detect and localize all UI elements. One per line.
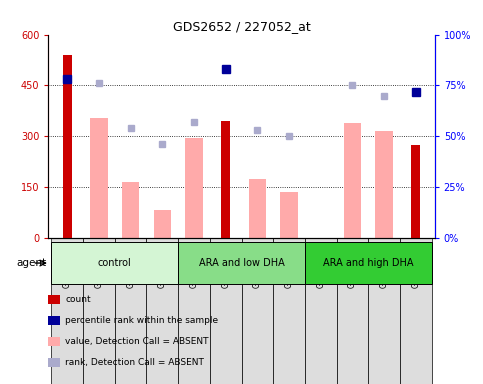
Bar: [62, 55, 72, 238]
Text: ARA and low DHA: ARA and low DHA: [199, 258, 284, 268]
Text: GSM149884: GSM149884: [348, 242, 357, 288]
Bar: [221, 121, 230, 238]
Text: GSM149883: GSM149883: [316, 242, 325, 288]
FancyBboxPatch shape: [273, 238, 305, 384]
FancyBboxPatch shape: [210, 238, 242, 384]
Bar: [249, 179, 266, 238]
Text: agent: agent: [16, 258, 47, 268]
Text: rank, Detection Call = ABSENT: rank, Detection Call = ABSENT: [65, 358, 204, 367]
FancyBboxPatch shape: [368, 238, 400, 384]
FancyBboxPatch shape: [242, 238, 273, 384]
Text: GSM149881: GSM149881: [253, 242, 262, 288]
Text: ARA and high DHA: ARA and high DHA: [323, 258, 413, 268]
FancyBboxPatch shape: [305, 242, 431, 284]
FancyBboxPatch shape: [178, 238, 210, 384]
Bar: [154, 210, 171, 238]
Bar: [411, 145, 421, 238]
Text: GSM149885: GSM149885: [380, 242, 388, 288]
Text: GSM149877: GSM149877: [126, 242, 135, 288]
Bar: [122, 182, 140, 238]
Text: GSM149879: GSM149879: [189, 242, 199, 288]
Text: count: count: [65, 295, 91, 304]
FancyBboxPatch shape: [115, 238, 146, 384]
Text: percentile rank within the sample: percentile rank within the sample: [65, 316, 218, 325]
Text: GSM149882: GSM149882: [284, 242, 294, 288]
Text: GSM149875: GSM149875: [63, 242, 72, 288]
FancyBboxPatch shape: [52, 238, 83, 384]
Bar: [185, 138, 203, 238]
FancyBboxPatch shape: [305, 238, 337, 384]
Text: GSM149886: GSM149886: [411, 242, 420, 288]
Text: GSM149876: GSM149876: [95, 242, 103, 288]
FancyBboxPatch shape: [337, 238, 368, 384]
Bar: [280, 192, 298, 238]
Text: GSM149880: GSM149880: [221, 242, 230, 288]
Text: control: control: [98, 258, 132, 268]
Title: GDS2652 / 227052_at: GDS2652 / 227052_at: [172, 20, 311, 33]
Bar: [90, 118, 108, 238]
Bar: [343, 123, 361, 238]
FancyBboxPatch shape: [400, 238, 431, 384]
FancyBboxPatch shape: [178, 242, 305, 284]
Text: value, Detection Call = ABSENT: value, Detection Call = ABSENT: [65, 337, 209, 346]
FancyBboxPatch shape: [83, 238, 115, 384]
FancyBboxPatch shape: [146, 238, 178, 384]
FancyBboxPatch shape: [52, 242, 178, 284]
Text: GSM149878: GSM149878: [158, 242, 167, 288]
Bar: [375, 131, 393, 238]
